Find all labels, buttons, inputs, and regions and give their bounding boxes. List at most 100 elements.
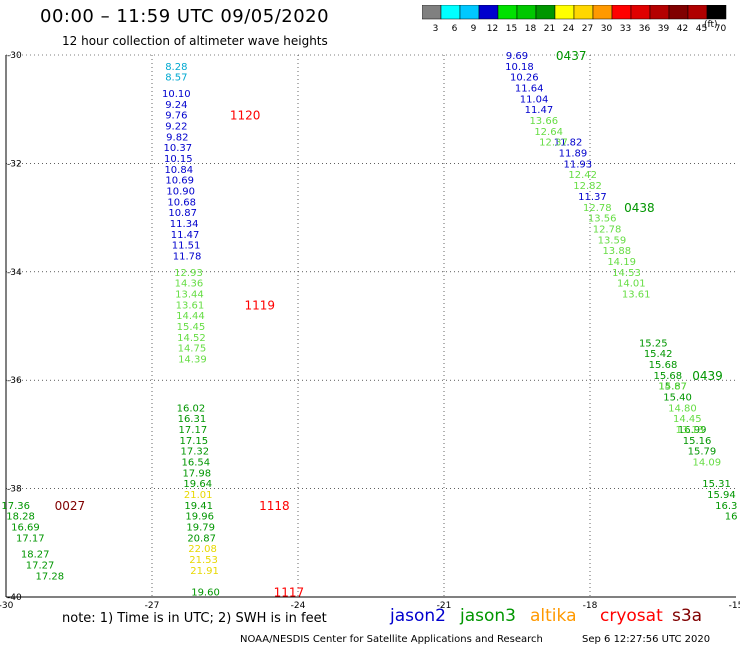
wave-height-point: 17.98 <box>182 468 211 479</box>
pass-time-label: 1117 <box>274 586 305 600</box>
wave-height-point: 16.69 <box>11 523 40 534</box>
wave-height-point: 11.34 <box>170 219 199 230</box>
pass-time-label: 0437 <box>556 49 587 63</box>
wave-height-point: 10.68 <box>167 197 196 208</box>
y-tick-label: -32 <box>7 159 22 169</box>
y-tick-label: -38 <box>7 485 22 495</box>
colorbar-tick-label: 27 <box>582 24 593 34</box>
y-tick-label: -36 <box>7 376 22 386</box>
color-scale-bar: 3 6 9 12 15 18 21 24 27 30 33 36 39 42 45 70 <box>422 5 727 34</box>
colorbar-tick-label: 36 <box>639 24 651 34</box>
legend-jason3: jason3 <box>460 606 516 626</box>
colorbar-tick-label: 45 <box>696 24 707 34</box>
colorbar-tick-label: 33 <box>620 24 631 34</box>
footer-timestamp: Sep 6 12:27:56 UTC 2020 <box>582 634 711 645</box>
wave-height-point: 17.17 <box>179 425 208 436</box>
chart-title: 00:00 – 11:59 UTC 09/05/2020 <box>40 6 330 27</box>
wave-height-point: 15.42 <box>644 349 673 360</box>
wave-height-point: 14.67 <box>658 382 687 393</box>
wave-height-point: 9.22 <box>165 121 187 132</box>
wave-height-point: 10.37 <box>163 143 192 154</box>
wave-height-point: 10.69 <box>165 176 194 187</box>
wave-height-point: 16.31 <box>178 414 207 425</box>
wave-height-point: 15.94 <box>707 490 736 501</box>
wave-height-point: 15.68 <box>649 360 678 371</box>
wave-height-point: 14.19 <box>607 257 636 268</box>
wave-height-point: 15.31 <box>702 479 731 490</box>
wave-height-point: 19.64 <box>183 479 212 490</box>
wave-height-point: 11.78 <box>173 252 202 263</box>
x-tick-label: -21 <box>437 601 452 611</box>
wave-height-point: 13.88 <box>602 246 631 257</box>
colorbar-tick-label: 18 <box>525 24 537 34</box>
wave-height-point: 16.99 <box>678 425 707 436</box>
wave-height-point: 15.45 <box>177 322 206 333</box>
wave-height-point: 11.89 <box>559 149 588 160</box>
wave-height-point: 21.91 <box>190 566 219 577</box>
wave-height-point: 9.24 <box>165 100 187 111</box>
wave-height-point: 16.3 <box>715 501 737 512</box>
wave-height-point: 14.39 <box>178 355 207 366</box>
wave-height-point: 14.80 <box>668 403 697 414</box>
x-tick-label: -27 <box>145 601 160 611</box>
wave-height-point: 17.28 <box>35 571 64 582</box>
wave-height-point: 19.41 <box>184 501 213 512</box>
wave-height-point: 11.04 <box>520 94 549 105</box>
y-tick-label: -40 <box>7 593 22 603</box>
wave-height-point: 14.53 <box>612 268 641 279</box>
wave-height-point: 11.82 <box>554 138 583 149</box>
colorbar-tick-label: 21 <box>544 24 555 34</box>
wave-height-point: 9.69 <box>506 51 528 62</box>
wave-height-point: 12.37 <box>539 138 568 149</box>
colorbar-tick-label: 30 <box>601 24 613 34</box>
colorbar-tick-label: 3 <box>433 24 439 34</box>
pass-time-label: 0439 <box>692 369 723 383</box>
x-tick-label: -24 <box>291 601 306 611</box>
footer-note: note: 1) Time is in UTC; 2) SWH is in fe… <box>62 611 327 626</box>
wave-height-point: 11.64 <box>515 84 544 95</box>
pass-time-label: 0438 <box>624 201 655 215</box>
wave-height-point: 13.66 <box>529 116 558 127</box>
colorbar-tick-label: 9 <box>471 24 477 34</box>
wave-height-point: 18.28 <box>6 512 35 523</box>
wave-height-point: 19.96 <box>185 512 214 523</box>
wave-height-point: 14.45 <box>673 414 702 425</box>
wave-height-point: 14.36 <box>175 279 204 290</box>
wave-height-point: 17.32 <box>181 447 210 458</box>
pass-time-label: 0027 <box>55 499 86 513</box>
wave-height-point: 16 <box>725 512 738 523</box>
wave-height-point: 16.02 <box>177 403 206 414</box>
wave-height-point: 12.82 <box>573 181 602 192</box>
wave-height-point: 17.17 <box>16 533 45 544</box>
legend-altika: altika <box>530 606 577 626</box>
wave-height-point: 10.26 <box>510 73 539 84</box>
colorbar-swatch <box>706 5 727 20</box>
wave-height-point: 12.78 <box>593 224 622 235</box>
wave-height-point: 13.61 <box>622 289 651 300</box>
pass-time-label: 1118 <box>259 499 290 513</box>
wave-height-point: 15.87 <box>658 382 687 393</box>
wave-height-point: 8.28 <box>165 62 187 73</box>
x-tick-label: -30 <box>0 601 14 611</box>
wave-height-point: 19.60 <box>191 588 220 599</box>
wave-height-point: 21.53 <box>189 555 218 566</box>
wave-height-point: 17.27 <box>26 560 55 571</box>
legend-cryosat: cryosat <box>600 606 663 626</box>
colorbar-tick-label: 42 <box>677 24 688 34</box>
wave-height-point: 15.25 <box>639 338 668 349</box>
colorbar-tick-label: 6 <box>452 24 458 34</box>
wave-height-point: 14.44 <box>176 311 205 322</box>
pass-time-label: 1119 <box>244 298 275 312</box>
wave-height-point: 17.36 <box>1 501 30 512</box>
wave-height-point: 9.76 <box>165 111 187 122</box>
wave-height-point: 13.56 <box>588 214 617 225</box>
wave-height-point: 14.75 <box>178 344 207 355</box>
wave-height-point: 22.08 <box>188 544 217 555</box>
wave-height-point: 12.78 <box>583 203 612 214</box>
wave-height-point: 10.15 <box>164 154 193 165</box>
x-tick-label: -15 <box>729 601 740 611</box>
wave-height-point: 18.27 <box>21 550 50 561</box>
wave-height-point: 14.09 <box>692 458 721 469</box>
wave-height-point: 11.37 <box>578 192 607 203</box>
